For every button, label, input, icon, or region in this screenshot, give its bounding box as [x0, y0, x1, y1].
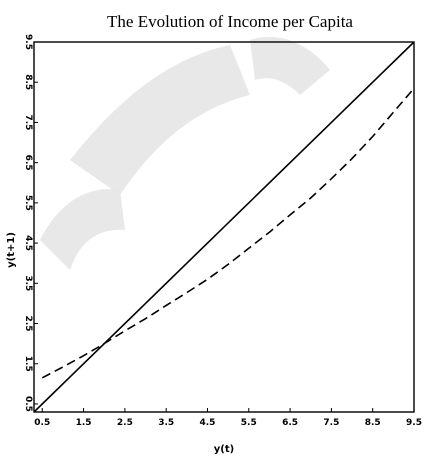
y-tick-label: 4.5	[23, 235, 33, 251]
x-tick-label: 7.5	[323, 418, 339, 428]
dashed-series-line	[41, 87, 415, 379]
x-tick-label: 3.5	[158, 418, 174, 428]
y-tick-label: 7.5	[23, 114, 33, 130]
solid-series-line	[33, 41, 415, 413]
x-tick-label: 2.5	[117, 418, 133, 428]
y-tick-label: 9.5	[23, 34, 33, 50]
y-tick-label: 2.5	[23, 316, 33, 332]
y-tick-label: 6.5	[23, 155, 33, 171]
x-axis-label: y(t)	[214, 444, 234, 455]
series-layer	[33, 41, 415, 413]
y-tick-label: 1.5	[23, 356, 33, 372]
x-tick-label: 1.5	[76, 418, 92, 428]
x-tick-label: 5.5	[241, 418, 257, 428]
y-axis: 0.5 1.5 2.5 3.5 4.5 5.5 6.5 7.5 8.5 9.5	[23, 34, 38, 412]
y-axis-label: y(t+1)	[6, 232, 17, 268]
plot-frame	[33, 41, 415, 413]
x-tick-label: 8.5	[365, 418, 381, 428]
x-axis: 0.5 1.5 2.5 3.5 4.5 5.5 6.5 7.5 8.5 9.5	[34, 408, 422, 428]
x-tick-label: 4.5	[200, 418, 216, 428]
x-tick-label: 6.5	[282, 418, 298, 428]
y-tick-label: 3.5	[23, 275, 33, 291]
x-tick-label: 0.5	[34, 418, 50, 428]
y-tick-label: 8.5	[23, 74, 33, 90]
y-tick-label: 0.5	[23, 396, 33, 412]
y-tick-label: 5.5	[23, 195, 33, 211]
x-tick-label: 9.5	[406, 418, 422, 428]
chart-title: The Evolution of Income per Capita	[107, 12, 353, 31]
watermark	[40, 36, 330, 270]
